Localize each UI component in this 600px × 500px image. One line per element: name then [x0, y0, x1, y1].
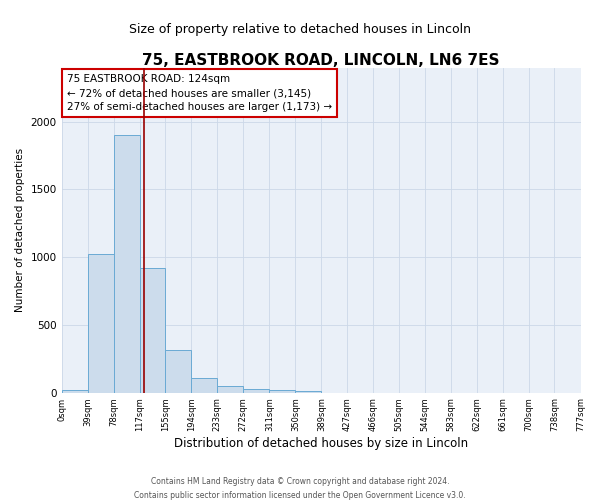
Bar	[88, 254, 114, 392]
Y-axis label: Number of detached properties: Number of detached properties	[15, 148, 25, 312]
Bar	[191, 378, 217, 392]
Bar	[62, 390, 88, 392]
Bar	[295, 390, 322, 392]
Text: Size of property relative to detached houses in Lincoln: Size of property relative to detached ho…	[129, 22, 471, 36]
Title: 75, EASTBROOK ROAD, LINCOLN, LN6 7ES: 75, EASTBROOK ROAD, LINCOLN, LN6 7ES	[142, 52, 500, 68]
X-axis label: Distribution of detached houses by size in Lincoln: Distribution of detached houses by size …	[174, 437, 468, 450]
Bar	[165, 350, 191, 393]
Bar	[217, 386, 243, 392]
Text: 75 EASTBROOK ROAD: 124sqm
← 72% of detached houses are smaller (3,145)
27% of se: 75 EASTBROOK ROAD: 124sqm ← 72% of detac…	[67, 74, 332, 112]
Bar	[243, 388, 269, 392]
Text: Contains HM Land Registry data © Crown copyright and database right 2024.
Contai: Contains HM Land Registry data © Crown c…	[134, 478, 466, 500]
Bar	[114, 135, 140, 392]
Bar	[140, 268, 165, 392]
Bar	[269, 390, 295, 392]
